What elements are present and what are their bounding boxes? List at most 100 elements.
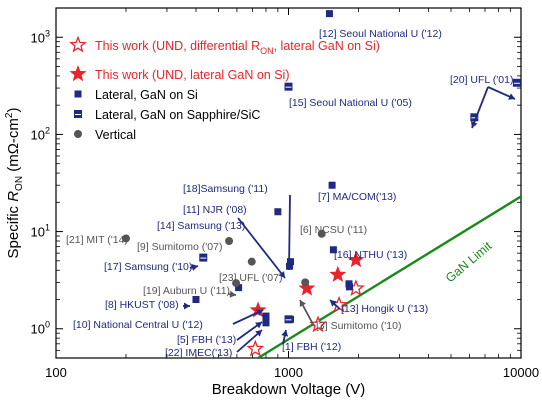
legend-label: This work (UND, lateral GaN on Si) [95,68,290,82]
vertical-point-shape [225,236,234,245]
x-tick-label: 10000 [503,365,539,380]
work-lateral-point [347,251,365,268]
lateral-gan-si-point [274,208,282,216]
lateral-gan-sapphire-point [199,253,208,262]
work-lateral-point-shape [347,251,365,268]
legend-marker-shape [74,90,82,98]
y-tick-label: 101 [31,223,50,240]
annotation-arrowhead [508,93,515,100]
lateral-gan-si-point [235,284,243,292]
legend-marker [74,90,82,98]
legend-marker [69,35,87,53]
vertical-point [225,236,234,245]
annotation-label: [19] Auburn U ('11) [143,285,230,297]
annotation-label: [6] NCSU ('11) [300,224,367,236]
y-axis-title: Specific RON (mΩ-cm2) [4,108,25,259]
legend-marker-shape [69,65,87,82]
vertical-point [317,229,326,238]
legend-label: Lateral, GaN on Si [95,88,198,102]
annotation-label: [7] MA/COM('13) [318,191,396,203]
legend-marker [74,130,82,138]
work-lateral-point-shape [329,265,347,282]
vertical-point-shape [301,278,310,287]
legend-marker-shape [74,130,82,138]
y-tick-label: 100 [31,320,50,337]
legend-label: Vertical [95,128,136,142]
x-tick-label: 1000 [274,365,303,380]
annotation-label: [21] MIT ('14) [66,234,128,246]
work-lateral-point [329,265,347,282]
annotation-arrowhead [285,263,293,270]
lateral-gan-si-point-shape [286,258,294,266]
lateral-gan-sapphire-point-fill [285,83,292,87]
lateral-gan-si-point [346,283,354,291]
annotation-arrowhead [184,302,190,310]
lateral-gan-sapphire-point [512,78,521,87]
annotation-label: [12] Seoul National U ('12) [319,28,442,40]
annotation-label: [5] FBH ('13) [177,334,236,346]
vertical-point-shape [247,257,256,266]
gan-limit-label: GaN Limit [443,239,495,286]
lateral-gan-si-point-shape [325,10,333,18]
annotation-label: [20] UFL ('01) [450,74,513,86]
annotation-arrowhead [255,322,262,329]
annotations: [12] Seoul National U ('12) [20] UFL ('01… [66,28,516,359]
lateral-gan-sapphire-point-fill2 [199,258,207,262]
lateral-gan-si-point [329,246,337,254]
annotation-arrowhead [229,290,236,298]
legend-marker-shape [69,35,87,53]
y-tick-label: 103 [31,28,50,45]
lateral-gan-sapphire-point-fill [470,113,478,118]
lateral-gan-sapphire-point-fill2 [285,87,292,91]
legend-marker [69,65,87,82]
annotation-arrow [471,86,489,129]
lateral-gan-si-point [262,319,270,327]
vertical-point [121,234,130,243]
annotation-label: [14] Samsung ('13) [157,220,245,232]
annotation-arrowhead [255,330,262,337]
legend-marker-fill2 [74,115,82,118]
work-lateral-point [298,279,316,296]
annotation-label: [10] National Central U ('12) [73,319,203,331]
lateral-gan-si-point [325,10,333,18]
work-lateral-point-shape [298,279,316,296]
y-tick-label: 102 [31,125,50,142]
lateral-gan-sapphire-point [284,82,293,91]
vertical-point [247,257,256,266]
annotation-label: [17] Samsung ('10) [104,261,192,273]
lateral-gan-si-point [192,295,200,303]
lateral-gan-si-point-shape [192,295,200,303]
work-differential-point [246,339,265,357]
legend-label: Lateral, GaN on Sapphire/SiC [95,108,260,122]
annotation-label: [22] IMEC('13) [165,347,232,359]
vertical-point-shape [121,234,130,243]
lateral-gan-si-point-shape [235,284,243,292]
annotation-label: [3] Sumitomo ('10) [316,320,401,332]
work-differential-point-shape [246,339,265,357]
vertical-point [232,279,241,288]
lateral-gan-sapphire-point [284,315,293,324]
lateral-gan-si-point [262,312,270,320]
plot-area [257,195,521,358]
annotation-label: [16] NTHU ('13) [334,249,407,261]
x-tick-label: 100 [45,365,67,380]
x-axis-title: Breakdown Voltage (V) [212,381,365,398]
lateral-gan-sapphire-point-fill2 [513,83,521,87]
annotation-arrowhead [299,300,306,307]
gan-limit-line [257,195,521,358]
lateral-gan-sapphire-point-fill2 [285,320,292,323]
annotation-label: [13] Hongik U ('13) [341,303,428,315]
annotation-label: [8] HKUST ('08) [105,299,179,311]
lateral-gan-si-point-shape [328,181,336,189]
legend-marker-fill [74,110,82,114]
annotation-arrowhead [281,330,289,337]
lateral-gan-si-point-shape [262,312,270,320]
lateral-gan-si-point-shape [274,208,282,216]
lateral-gan-si-point [328,181,336,189]
vertical-point-shape [317,229,326,238]
annotation-label: [23] UFL ('07) [219,272,282,284]
lateral-gan-sapphire-point-fill [513,79,521,83]
annotation-label: [9] Sumitomo ('07) [137,241,222,253]
